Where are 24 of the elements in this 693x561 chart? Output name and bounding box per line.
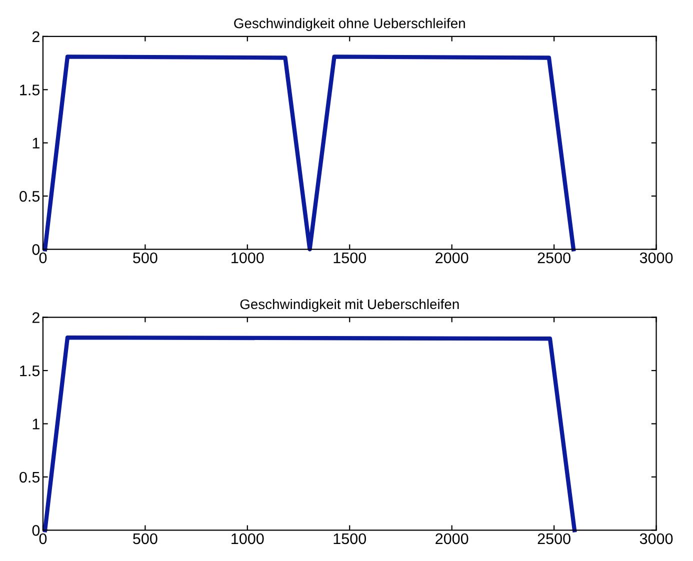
x-tick-label: 1000 bbox=[232, 252, 264, 264]
y-tick-label: 1 bbox=[32, 138, 40, 148]
y-tick-label: 0 bbox=[32, 244, 40, 255]
x-tick-label: 2000 bbox=[436, 252, 468, 264]
y-tick-label: 2 bbox=[32, 31, 40, 42]
y-tick-label: 0.5 bbox=[20, 472, 40, 483]
y-tick-label: 2 bbox=[32, 312, 40, 323]
y-tick-label: 1 bbox=[32, 418, 40, 430]
y-tick-label: 0 bbox=[32, 525, 40, 536]
x-tick-label: 500 bbox=[133, 533, 158, 544]
y-tick-label: 1.5 bbox=[20, 366, 40, 376]
x-tick-label: 2500 bbox=[538, 533, 570, 544]
x-tick-label: 1500 bbox=[334, 533, 366, 544]
y-tick-label: 0.5 bbox=[20, 190, 40, 202]
x-tick-label: 3000 bbox=[640, 252, 673, 264]
x-tick-label: 3000 bbox=[640, 533, 673, 544]
chart-title: Geschwindigkeit mit Ueberschleifen bbox=[240, 298, 459, 312]
x-tick-label: 2000 bbox=[436, 533, 468, 544]
x-tick-label: 500 bbox=[133, 252, 158, 264]
x-tick-label: 2500 bbox=[538, 252, 570, 264]
y-tick-label: 1.5 bbox=[20, 84, 40, 96]
x-tick-label: 1500 bbox=[334, 252, 366, 264]
chart-title: Geschwindigkeit ohne Ueberschleifen bbox=[234, 18, 465, 32]
x-tick-label: 1000 bbox=[232, 533, 264, 544]
